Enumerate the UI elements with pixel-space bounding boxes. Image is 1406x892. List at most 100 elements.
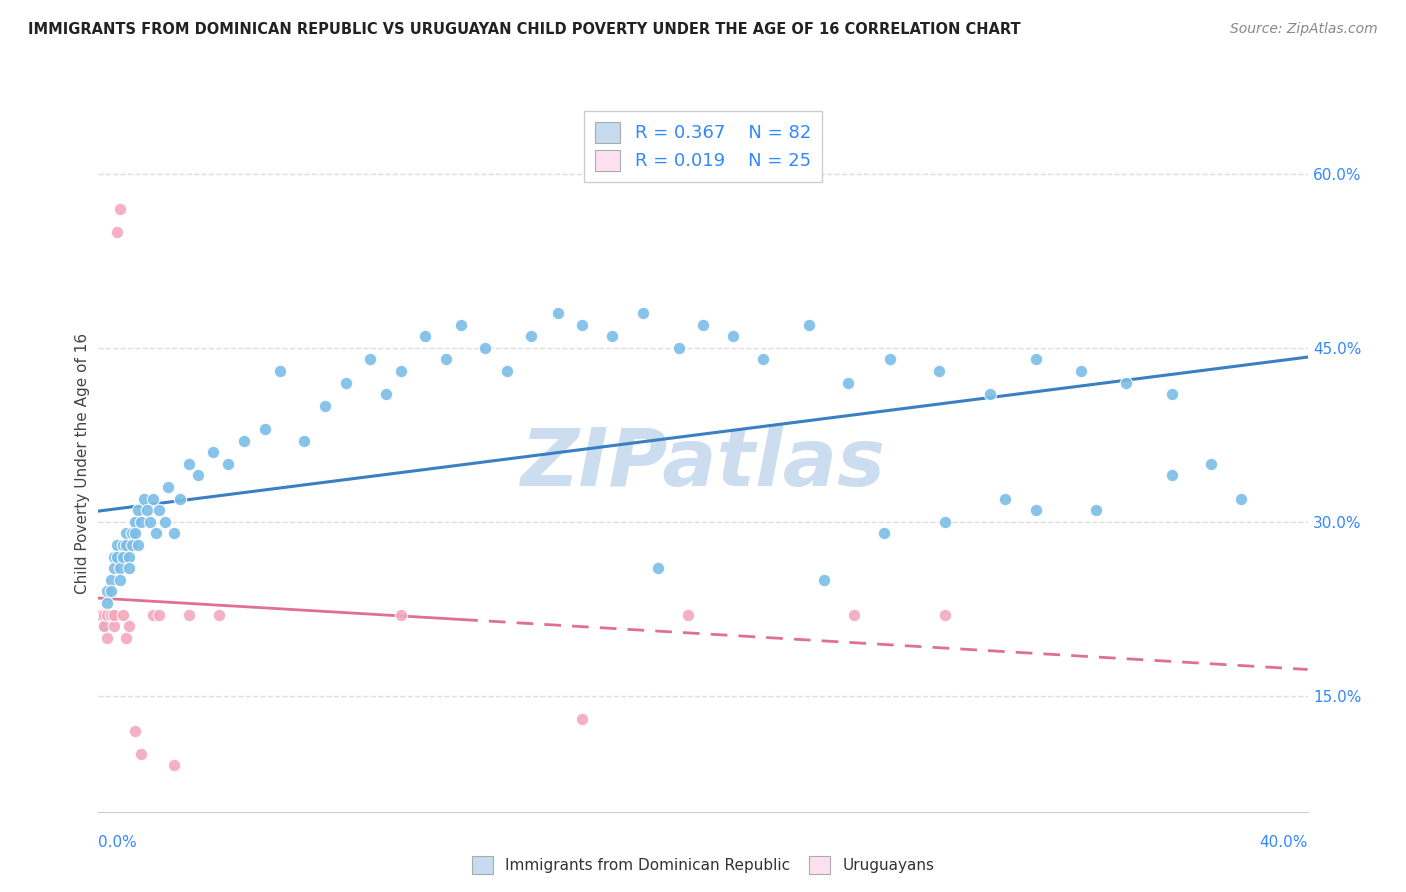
Text: IMMIGRANTS FROM DOMINICAN REPUBLIC VS URUGUAYAN CHILD POVERTY UNDER THE AGE OF 1: IMMIGRANTS FROM DOMINICAN REPUBLIC VS UR… [28,22,1021,37]
Point [121,538,143,552]
Point [269,364,291,378]
Point [1070,364,1092,378]
Point [114,526,136,541]
Point [163,758,186,772]
Point [547,306,569,320]
Point [602,329,624,343]
Point [163,526,186,541]
Text: ZIPatlas: ZIPatlas [520,425,886,503]
Point [156,480,179,494]
Point [153,515,176,529]
Point [114,538,136,552]
Point [1085,503,1108,517]
Point [253,422,276,436]
Point [103,619,125,633]
Point [121,526,143,541]
Point [105,549,128,564]
Point [111,549,134,564]
Point [1115,376,1137,390]
Point [105,225,128,239]
Point [142,491,165,506]
Point [434,352,457,367]
Point [1160,387,1182,401]
Point [797,318,820,332]
Point [132,491,155,506]
Point [96,584,118,599]
Point [1160,468,1182,483]
Point [111,607,134,622]
Point [111,538,134,552]
Point [124,723,146,738]
Point [202,445,225,459]
Point [118,549,141,564]
Text: 0.0%: 0.0% [98,836,138,850]
Point [148,503,170,517]
Text: 40.0%: 40.0% [1260,836,1308,850]
Point [93,619,115,633]
Point [844,607,866,622]
Point [103,549,125,564]
Point [145,526,167,541]
Point [129,515,152,529]
Point [813,573,835,587]
Point [124,515,146,529]
Point [360,352,382,367]
Point [93,619,115,633]
Legend: Immigrants from Dominican Republic, Uruguayans: Immigrants from Dominican Republic, Urug… [465,850,941,880]
Point [752,352,775,367]
Point [118,619,141,633]
Point [413,329,436,343]
Point [314,399,336,413]
Point [1024,352,1046,367]
Point [93,607,115,622]
Point [96,607,118,622]
Point [217,457,239,471]
Point [100,607,122,622]
Point [124,526,146,541]
Point [519,329,541,343]
Point [928,364,950,378]
Point [335,376,357,390]
Point [90,607,112,622]
Point [96,631,118,645]
Text: Source: ZipAtlas.com: Source: ZipAtlas.com [1230,22,1378,37]
Point [93,607,115,622]
Point [187,468,209,483]
Point [232,434,254,448]
Point [100,584,122,599]
Point [100,573,122,587]
Point [1230,491,1253,506]
Point [108,573,131,587]
Point [389,364,412,378]
Point [148,607,170,622]
Point [135,503,157,517]
Point [103,561,125,575]
Point [389,607,412,622]
Legend: R = 0.367    N = 82, R = 0.019    N = 25: R = 0.367 N = 82, R = 0.019 N = 25 [583,112,823,182]
Point [208,607,231,622]
Point [692,318,714,332]
Point [374,387,396,401]
Point [127,538,149,552]
Point [292,434,315,448]
Point [179,607,201,622]
Point [934,515,956,529]
Point [994,491,1017,506]
Point [571,318,593,332]
Point [179,457,201,471]
Point [90,607,112,622]
Point [108,561,131,575]
Point [723,329,745,343]
Point [129,747,152,761]
Point [873,526,896,541]
Point [114,631,136,645]
Point [118,561,141,575]
Point [142,607,165,622]
Point [105,538,128,552]
Y-axis label: Child Poverty Under the Age of 16: Child Poverty Under the Age of 16 [75,334,90,594]
Point [127,503,149,517]
Point [979,387,1001,401]
Point [837,376,859,390]
Point [139,515,162,529]
Point [879,352,901,367]
